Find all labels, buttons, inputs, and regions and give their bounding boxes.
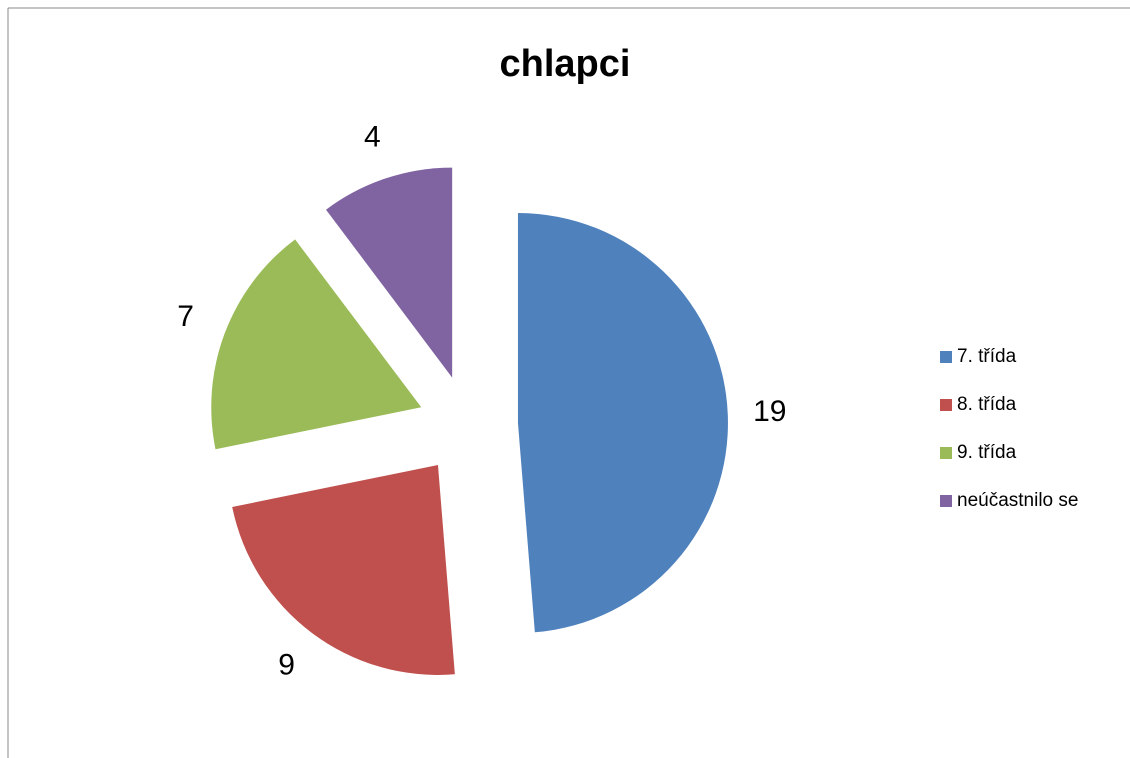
legend-label: neúčastnilo se [957,490,1078,511]
legend-swatch [940,495,952,507]
data-label: 9 [278,648,295,681]
data-label: 4 [364,120,381,153]
pie-slice [517,212,728,633]
pie-slice [211,239,422,450]
legend-label: 8. třída [957,394,1017,415]
data-label: 7 [177,300,194,333]
legend-swatch [940,351,952,363]
legend-label: 9. třída [957,442,1017,463]
chart-title: chlapci [500,43,631,85]
legend-swatch [940,399,952,411]
legend-label: 7. třída [957,346,1017,367]
data-label: 19 [753,395,786,428]
legend-swatch [940,447,952,459]
pie-slice [232,464,455,675]
pie-slice [326,167,453,378]
